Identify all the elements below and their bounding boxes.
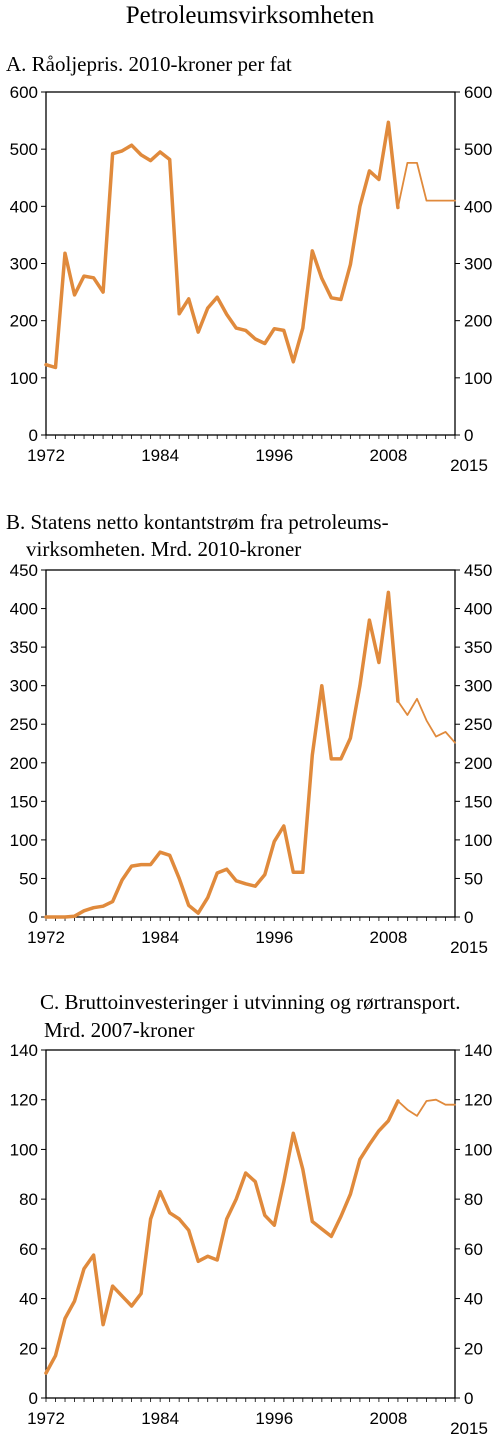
y-tick-label-right: 100 [464, 369, 492, 388]
y-tick-label-left: 60 [19, 1240, 38, 1259]
x-tick-label: 1984 [141, 928, 179, 947]
y-tick-label-left: 300 [10, 677, 38, 696]
y-tick-label-left: 50 [19, 869, 38, 888]
y-tick-label-left: 100 [10, 369, 38, 388]
series-line-historical [44, 120, 400, 370]
y-tick-label-left: 140 [10, 1041, 38, 1060]
y-tick-label-right: 140 [464, 1041, 492, 1060]
y-tick-label-left: 400 [10, 600, 38, 619]
y-tick-label-right: 150 [464, 792, 492, 811]
y-tick-label-right: 50 [464, 869, 483, 888]
panel-c-title: C. Bruttoinvesteringer i utvinning og rø… [40, 990, 461, 1014]
chart-c-gross-investment: 0 0 20 20 40 40 60 60 80 80 100 100 120 120 140 140 1972… [10, 1041, 493, 1438]
series-line-projection [396, 697, 456, 744]
x-tick-label: 1996 [255, 1409, 293, 1428]
plot-frame [45, 569, 456, 918]
y-tick-label-right: 250 [464, 715, 492, 734]
y-tick-label-left: 100 [10, 1140, 38, 1159]
x-tick-label: 2008 [370, 1409, 408, 1428]
x-tick-label: 1972 [27, 928, 65, 947]
panel-b-title-line2: virksomheten. Mrd. 2010-kroner [26, 537, 302, 561]
y-tick-label-left: 250 [10, 715, 38, 734]
series-line-historical [44, 1099, 400, 1375]
y-tick-label-left: 400 [10, 197, 38, 216]
x-tick-label: 1996 [255, 446, 293, 465]
x-tick-label: 1984 [141, 446, 179, 465]
panel-b-title: B. Statens netto kontantstrøm fra petrol… [6, 510, 389, 534]
y-tick-label-left: 150 [10, 792, 38, 811]
y-tick-label-left: 450 [10, 561, 38, 580]
page-title: Petroleumsvirksomheten [125, 2, 375, 29]
x-tick-label: 1972 [27, 1409, 65, 1428]
y-tick-label-right: 300 [464, 677, 492, 696]
y-tick-label-right: 500 [464, 140, 492, 159]
y-tick-label-left: 350 [10, 638, 38, 657]
x-tick-label: 1996 [255, 928, 293, 947]
y-tick-label-left: 80 [19, 1190, 38, 1209]
x-tick-label: 1972 [27, 446, 65, 465]
series-line-historical [44, 590, 400, 919]
y-tick-label-right: 100 [464, 831, 492, 850]
y-tick-label-left: 500 [10, 140, 38, 159]
y-tick-label-left: 100 [10, 831, 38, 850]
y-tick-label-left: 600 [10, 83, 38, 102]
series-line-projection [396, 1098, 456, 1117]
panel-a-title: A. Råoljepris. 2010-kroner per fat [6, 52, 292, 76]
y-tick-label-right: 20 [464, 1339, 483, 1358]
chart-a-crude-oil-price: 0 0 100 100 200 200 300 300 400 400 500 500 600 600 19… [10, 83, 493, 475]
y-tick-label-right: 400 [464, 600, 492, 619]
panel-c-title-line2: Mrd. 2007-kroner [44, 1018, 195, 1042]
y-tick-label-right: 0 [464, 908, 473, 927]
x-tick-label: 1984 [141, 1409, 179, 1428]
y-tick-label-left: 40 [19, 1290, 38, 1309]
y-tick-label-left: 0 [29, 908, 38, 927]
y-tick-label-right: 200 [464, 312, 492, 331]
series-line-projection [396, 162, 456, 209]
y-tick-label-right: 200 [464, 754, 492, 773]
y-tick-label-right: 300 [464, 255, 492, 274]
y-tick-label-left: 0 [29, 1389, 38, 1408]
y-tick-label-left: 0 [29, 426, 38, 445]
x-tick-label: 2008 [370, 446, 408, 465]
y-tick-label-right: 60 [464, 1240, 483, 1259]
y-tick-label-left: 200 [10, 754, 38, 773]
y-tick-label-right: 80 [464, 1190, 483, 1209]
x-tick-label: 2008 [370, 928, 408, 947]
y-tick-label-right: 0 [464, 1389, 473, 1408]
plot-frame [45, 1049, 456, 1399]
y-tick-label-right: 120 [464, 1091, 492, 1110]
x-tick-label: 2015 [450, 938, 488, 957]
x-tick-label: 2015 [450, 456, 488, 475]
y-tick-label-left: 20 [19, 1339, 38, 1358]
y-tick-label-right: 0 [464, 426, 473, 445]
chart-b-net-cash-flow: 0 0 50 50 100 100 150 150 200 200 250 250 300 300 350 3… [10, 561, 493, 957]
y-tick-label-right: 450 [464, 561, 492, 580]
y-tick-label-right: 100 [464, 1140, 492, 1159]
y-tick-label-right: 400 [464, 197, 492, 216]
x-tick-label: 2015 [450, 1419, 488, 1438]
y-tick-label-left: 120 [10, 1091, 38, 1110]
y-tick-label-left: 200 [10, 312, 38, 331]
y-tick-label-right: 600 [464, 83, 492, 102]
y-tick-label-left: 300 [10, 255, 38, 274]
y-tick-label-right: 40 [464, 1290, 483, 1309]
y-tick-label-right: 350 [464, 638, 492, 657]
plot-frame [45, 91, 456, 436]
